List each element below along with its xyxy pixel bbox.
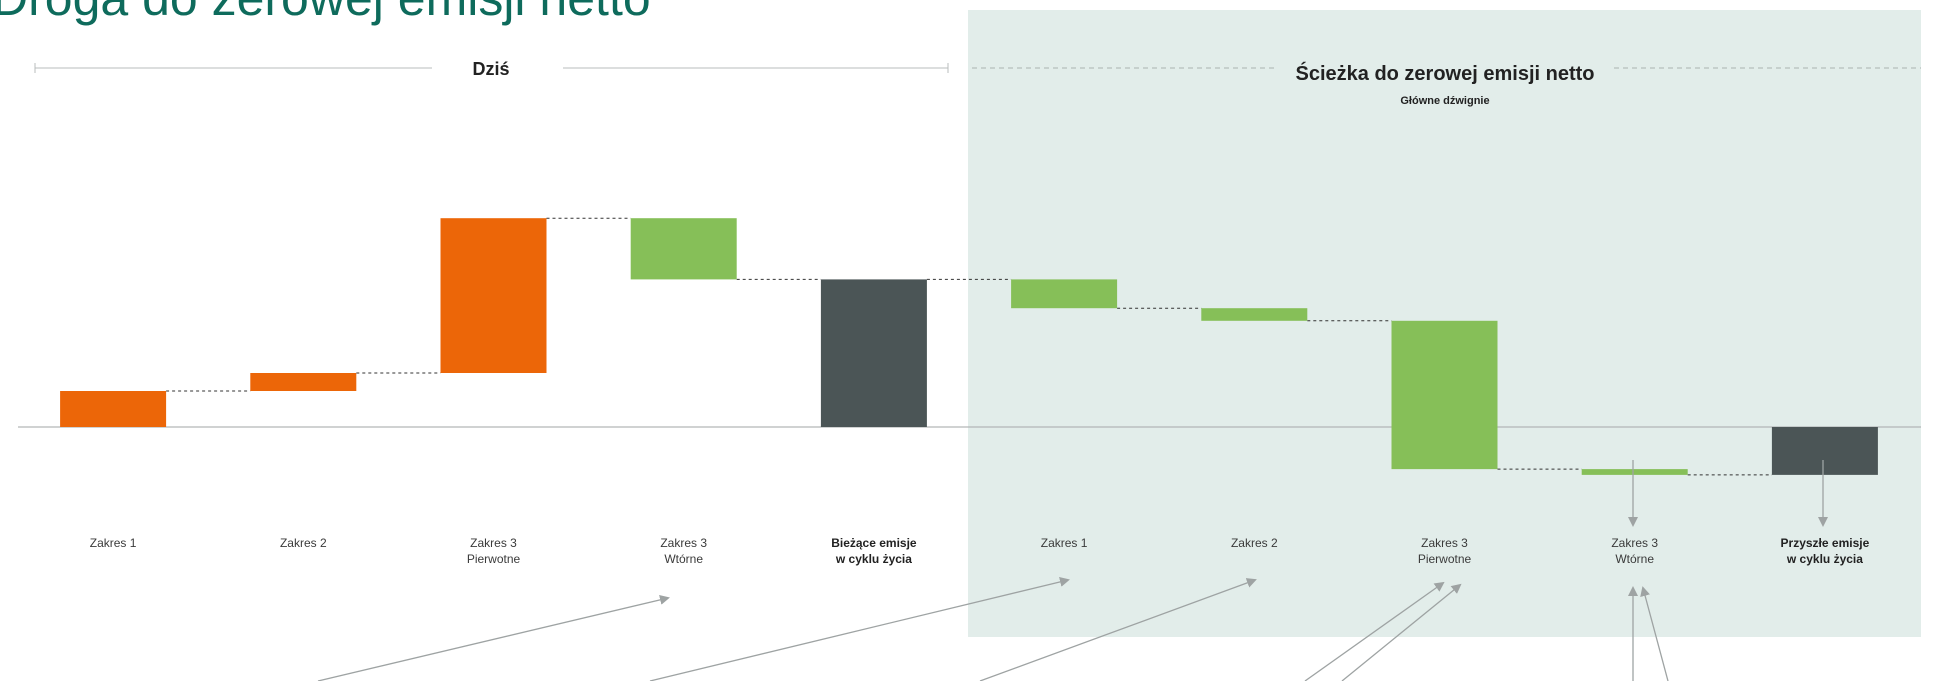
annotation-arrow-5 [979,578,1257,681]
bar-2 [250,373,357,391]
bar-8 [1391,320,1498,470]
bars [60,218,1878,475]
category-label-10: Przyszłe emisje w cyklu życia [1781,536,1870,566]
connector-lines [166,217,1772,476]
category-label-8: Zakres 3 Pierwotne [1418,536,1472,566]
annotation-arrow-9 [1640,586,1669,681]
bar-6 [1011,279,1118,309]
category-label-9: Zakres 3 Wtórne [1611,536,1658,566]
bar-3 [440,218,547,373]
category-labels: Zakres 1 Zakres 2 Zakres 3 Pierwotne Zakres … [90,536,1870,566]
bar-9 [1581,469,1688,475]
annotation-arrow-7 [1341,583,1462,681]
category-label-4: Zakres 3 Wtórne [660,536,707,566]
bar-1 [60,391,167,427]
bar-10 [1771,427,1878,475]
annotation-arrow-3 [317,594,670,681]
bar-7 [1201,308,1308,321]
annotation-arrow-4 [649,577,1070,681]
path-section-sublabel: Główne dźwignie [1400,95,1489,107]
today-section-label: Dziś [472,59,509,79]
category-label-6: Zakres 1 [1041,536,1088,550]
category-label-5: Bieżące emisje w cyklu życia [831,536,917,566]
chart-title: Droga do zerowej emisji netto [0,0,651,26]
bar-4 [630,218,737,280]
bar-5 [820,279,927,427]
category-label-1: Zakres 1 [90,536,137,550]
annotation-arrow-6 [1304,581,1445,681]
path-section-label: Ścieżka do zerowej emisji netto [1296,61,1595,85]
annotation-arrows [317,460,1828,681]
category-label-2: Zakres 2 [280,536,327,550]
category-label-3: Zakres 3 Pierwotne [467,536,521,566]
category-label-7: Zakres 2 [1231,536,1278,550]
